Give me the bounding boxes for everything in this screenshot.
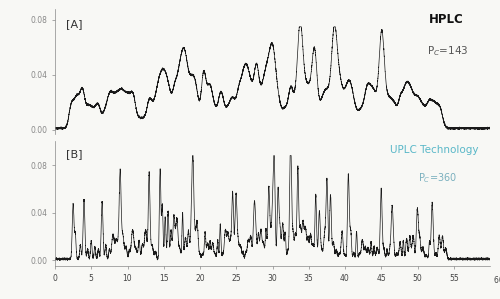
Text: UPLC Technology: UPLC Technology [390,145,478,155]
Text: [B]: [B] [66,149,82,159]
Text: HPLC: HPLC [429,13,464,26]
Text: P$_C$=143: P$_C$=143 [427,44,469,58]
Text: [A]: [A] [66,19,82,29]
Text: P$_C$=360: P$_C$=360 [418,171,458,185]
Text: 60 min: 60 min [494,276,500,285]
